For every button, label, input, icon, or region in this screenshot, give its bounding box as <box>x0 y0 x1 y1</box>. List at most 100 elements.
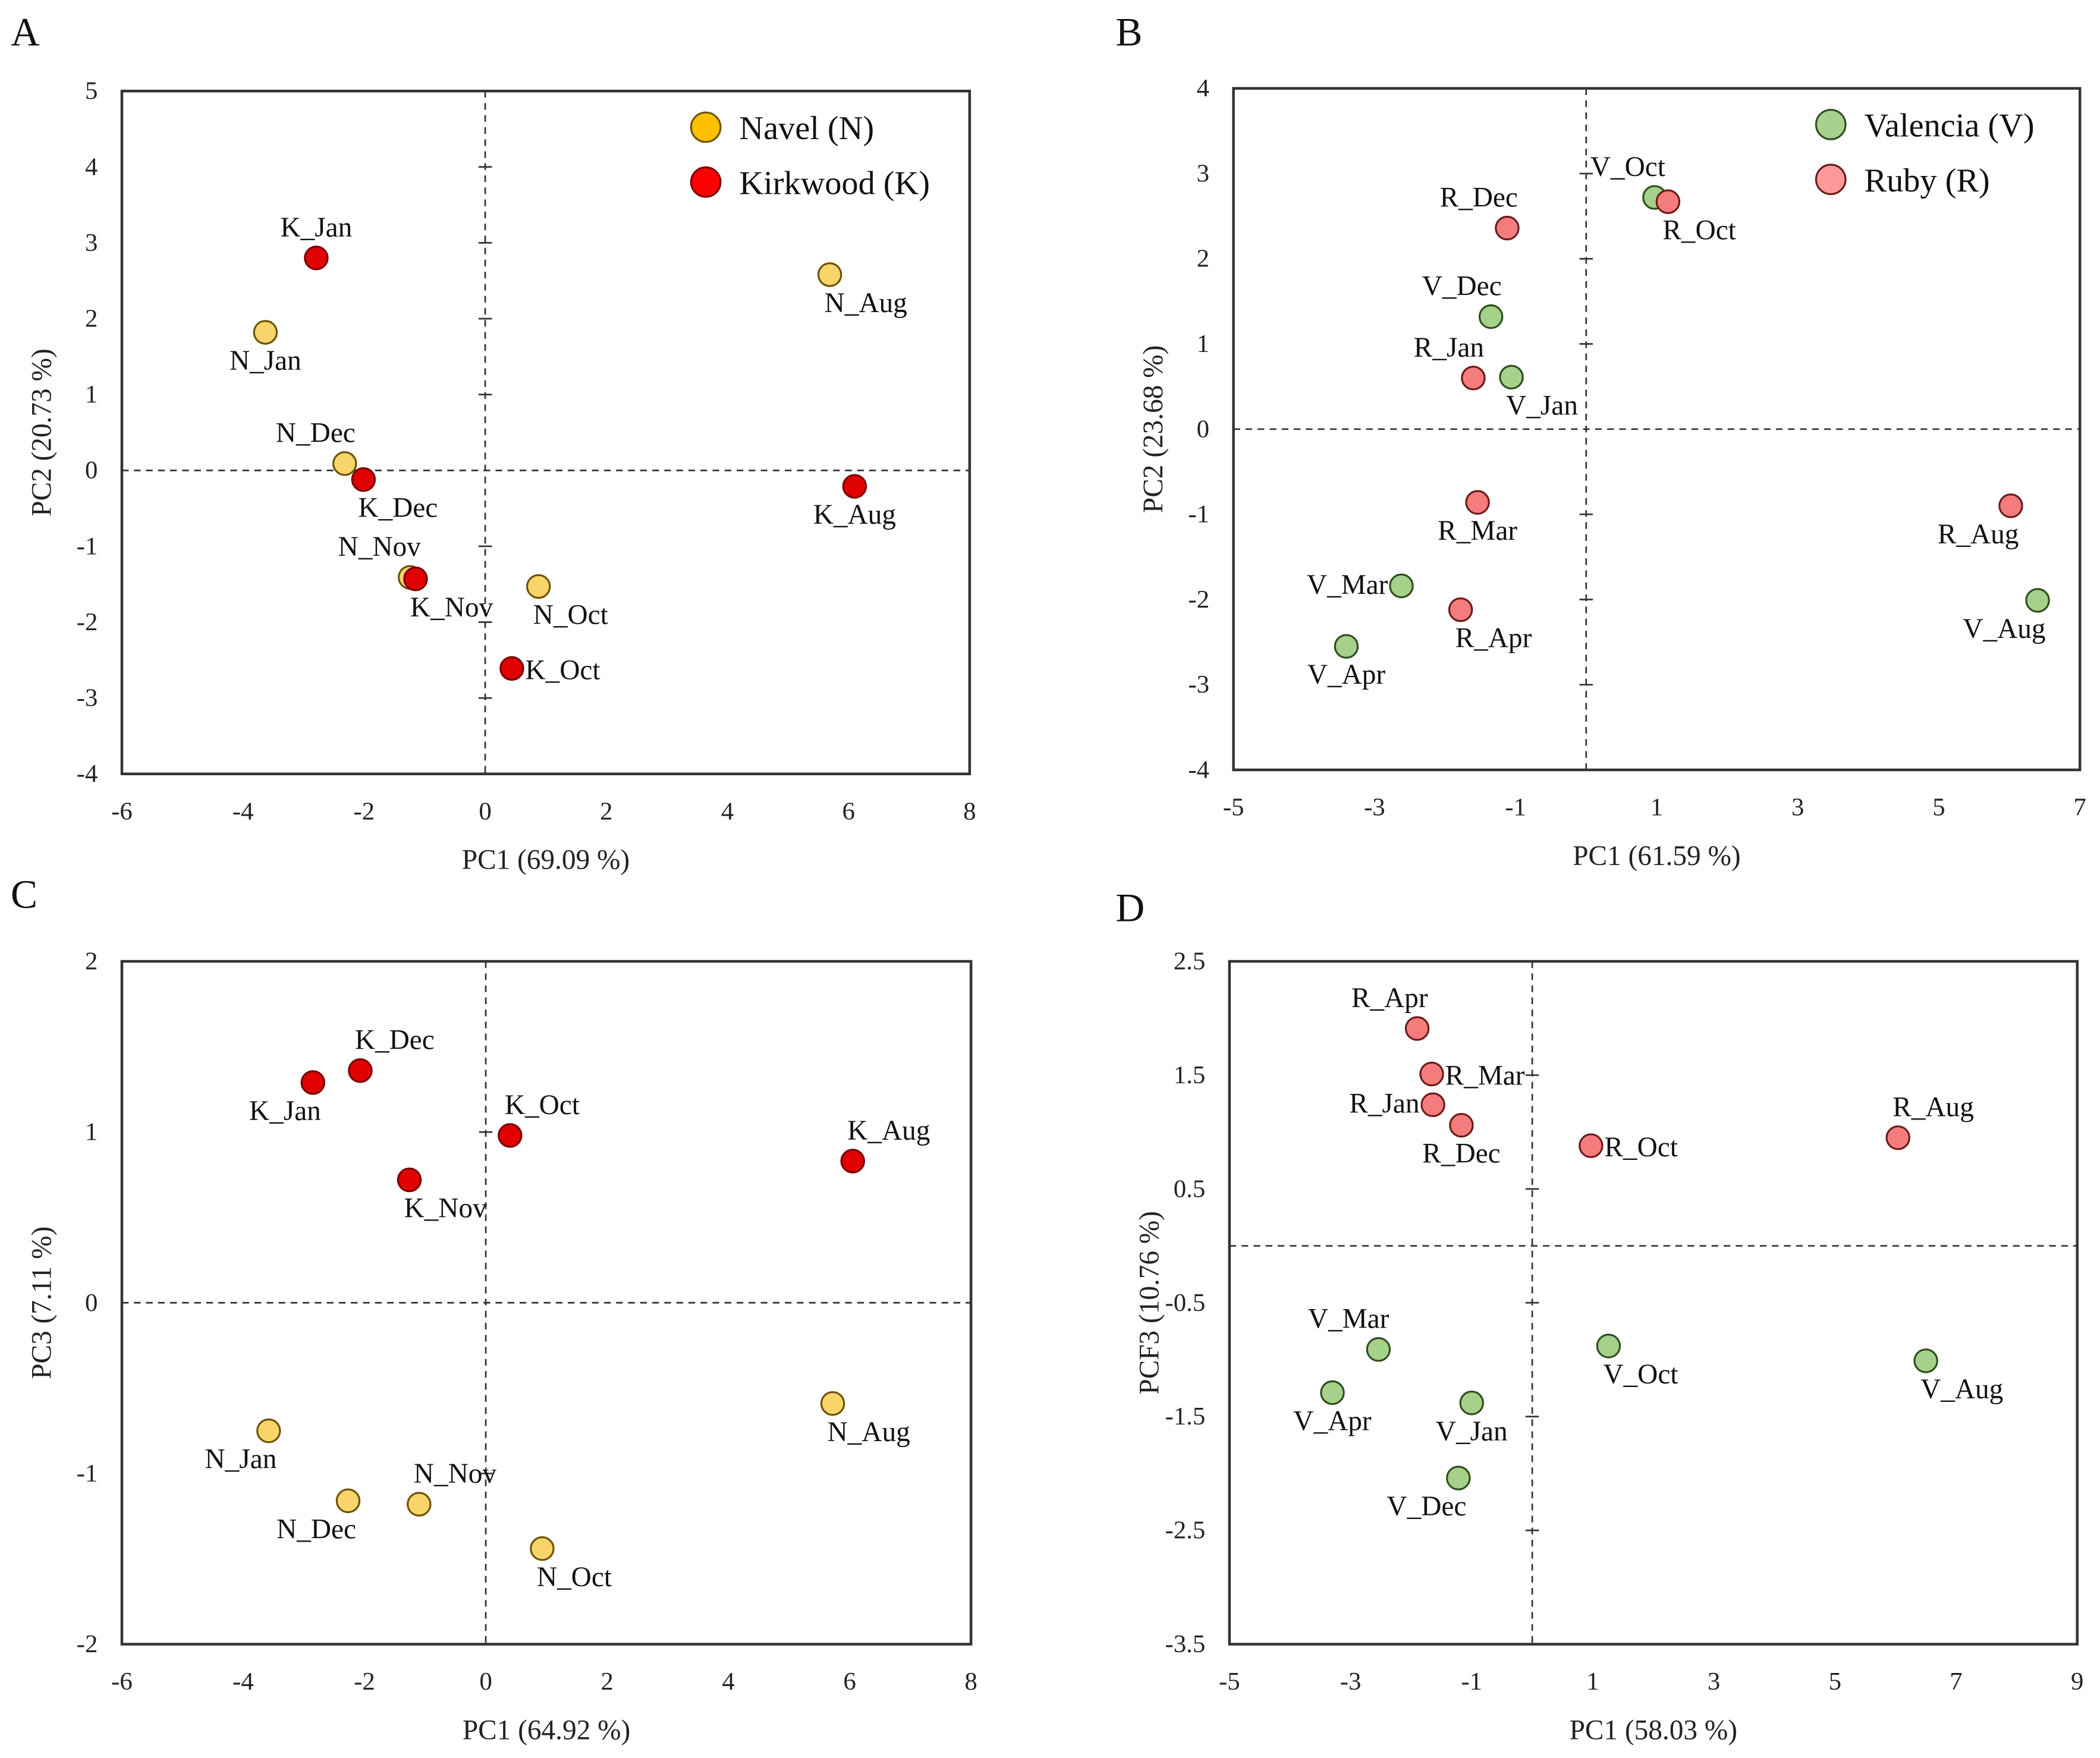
y-tick-label: -3 <box>77 684 98 712</box>
data-point <box>1913 1348 1938 1373</box>
point-label: N_Nov <box>414 1458 497 1489</box>
point-label: R_Aug <box>1938 519 2019 550</box>
y-tick-label: 0 <box>1197 415 1209 443</box>
point-label: N_Aug <box>828 1417 910 1448</box>
point-label: R_Oct <box>1662 215 1736 246</box>
point-label: N_Dec <box>276 418 356 449</box>
x-tick-label: -2 <box>354 797 375 825</box>
data-point <box>1334 634 1359 659</box>
x-tick-label: 3 <box>1708 1668 1720 1696</box>
data-point <box>1320 1380 1345 1405</box>
x-tick-label: 5 <box>1932 794 1945 822</box>
x-tick-label: 2 <box>600 797 612 825</box>
data-point <box>842 474 867 499</box>
y-tick-label: -3.5 <box>1165 1630 1206 1658</box>
y-tick-label: -2 <box>77 608 98 636</box>
data-point <box>351 467 376 492</box>
x-tick-label: 9 <box>2071 1668 2083 1696</box>
data-point <box>1461 366 1486 391</box>
data-point <box>526 574 551 599</box>
y-tick-label: 4 <box>1197 74 1209 102</box>
x-tick-label: 6 <box>842 797 854 825</box>
data-point <box>1448 597 1473 622</box>
data-point <box>2025 588 2050 613</box>
point-label: K_Nov <box>410 592 493 623</box>
data-point <box>840 1149 865 1174</box>
data-point <box>820 1391 845 1416</box>
x-axis-title: PC1 (64.92 %) <box>463 1715 630 1746</box>
series-K: K_Jan K_Dec K_Aug K_Nov K_Oct <box>281 212 896 685</box>
y-tick-label: -2.5 <box>1165 1517 1206 1545</box>
y-tick-label: -1 <box>77 532 98 560</box>
x-tick-label: -2 <box>354 1668 375 1696</box>
panel-letter-b: B <box>1115 10 1142 55</box>
point-label: V_Oct <box>1590 152 1665 183</box>
y-tick-label: -1 <box>77 1460 98 1487</box>
point-label: K_Aug <box>847 1115 930 1146</box>
point-label: K_Jan <box>249 1096 321 1127</box>
x-tick-label: 0 <box>479 797 491 825</box>
y-tick-label: 1.5 <box>1174 1061 1205 1089</box>
point-label: V_Mar <box>1308 1304 1389 1335</box>
panel-b-pc1-pc2-valencia-ruby: -5 -3 -1 1 3 5 7 -4 -3 -2 -1 0 1 2 3 4 PC1 (61.59 %) PC2 … <box>1138 74 2086 872</box>
data-point <box>1420 1092 1445 1117</box>
point-label: R_Apr <box>1455 623 1532 654</box>
point-label: N_Nov <box>338 532 422 562</box>
point-label: N_Jan <box>230 345 301 376</box>
point-label: K_Dec <box>358 493 438 524</box>
y-axis-title: PC2 (23.68 %) <box>1138 345 1169 513</box>
data-point <box>407 1492 432 1517</box>
y-tick-label: 0 <box>85 457 98 485</box>
y-tick-label: 2 <box>85 305 98 333</box>
data-point <box>332 451 357 476</box>
legend-marker <box>690 111 722 143</box>
series-V: V_Mar V_Oct V_Aug V_Apr V_Jan V_Dec <box>1293 1304 2003 1522</box>
y-tick-label: 3 <box>1197 159 1209 187</box>
x-axis-title: PC1 (58.03 %) <box>1570 1715 1737 1746</box>
y-tick-label: 5 <box>85 77 98 105</box>
point-label: V_Jan <box>1436 1416 1508 1447</box>
y-tick-label: 1 <box>85 380 98 408</box>
data-point <box>1495 215 1520 241</box>
x-tick-label: 8 <box>963 797 976 825</box>
legend: Valencia (V) Ruby (R) <box>1815 108 2035 199</box>
y-tick-label: 4 <box>85 153 98 181</box>
point-label: K_Oct <box>525 655 600 685</box>
series-N: N_Aug N_Jan N_Dec N_Nov N_Oct <box>205 1391 910 1593</box>
series-K: K_Dec K_Jan K_Oct K_Nov K_Aug <box>249 1025 930 1224</box>
point-label: R_Jan <box>1414 332 1484 363</box>
y-tick-label: 1 <box>1197 330 1209 358</box>
x-tick-label: 7 <box>2074 794 2086 822</box>
data-point <box>1459 1391 1484 1416</box>
point-label: K_Aug <box>813 499 896 530</box>
data-point <box>1419 1061 1444 1087</box>
y-axis-title: PC3 (7.11 %) <box>27 1226 58 1379</box>
point-label: V_Aug <box>1963 614 2045 644</box>
data-point <box>817 262 842 287</box>
y-tick-label: 2 <box>1197 245 1209 273</box>
x-tick-label: -1 <box>1461 1668 1482 1696</box>
data-point <box>530 1536 555 1561</box>
data-point <box>1449 1112 1474 1138</box>
y-tick-label: -1.5 <box>1165 1402 1206 1430</box>
y-axis-title: PC2 (20.73 %) <box>27 348 58 516</box>
y-tick-label: 0.5 <box>1174 1175 1205 1203</box>
y-tick-label: -1 <box>1188 501 1209 529</box>
x-tick-label: -1 <box>1505 794 1526 822</box>
y-tick-label: -2 <box>1188 586 1209 614</box>
x-tick-label: 3 <box>1791 794 1804 822</box>
panel-c-pc1-pc3-navel-kirkwood: -6 -4 -2 0 2 4 6 8 -2 -1 0 1 2 PC1 (64.92 %) PC3 (7.11… <box>27 948 977 1746</box>
x-tick-label: 2 <box>601 1668 613 1696</box>
data-point <box>498 1123 523 1148</box>
x-tick-label: 7 <box>1950 1668 1962 1696</box>
point-label: K_Dec <box>355 1025 435 1056</box>
point-label: V_Dec <box>1387 1491 1466 1522</box>
point-label: R_Aug <box>1892 1092 1974 1123</box>
x-tick-label: 1 <box>1586 1668 1599 1696</box>
point-label: V_Jan <box>1506 390 1578 421</box>
x-tick-label: -4 <box>232 797 254 825</box>
panel-letter-c: C <box>11 872 37 917</box>
y-tick-label: -0.5 <box>1165 1289 1206 1317</box>
point-label: V_Aug <box>1920 1374 2003 1405</box>
